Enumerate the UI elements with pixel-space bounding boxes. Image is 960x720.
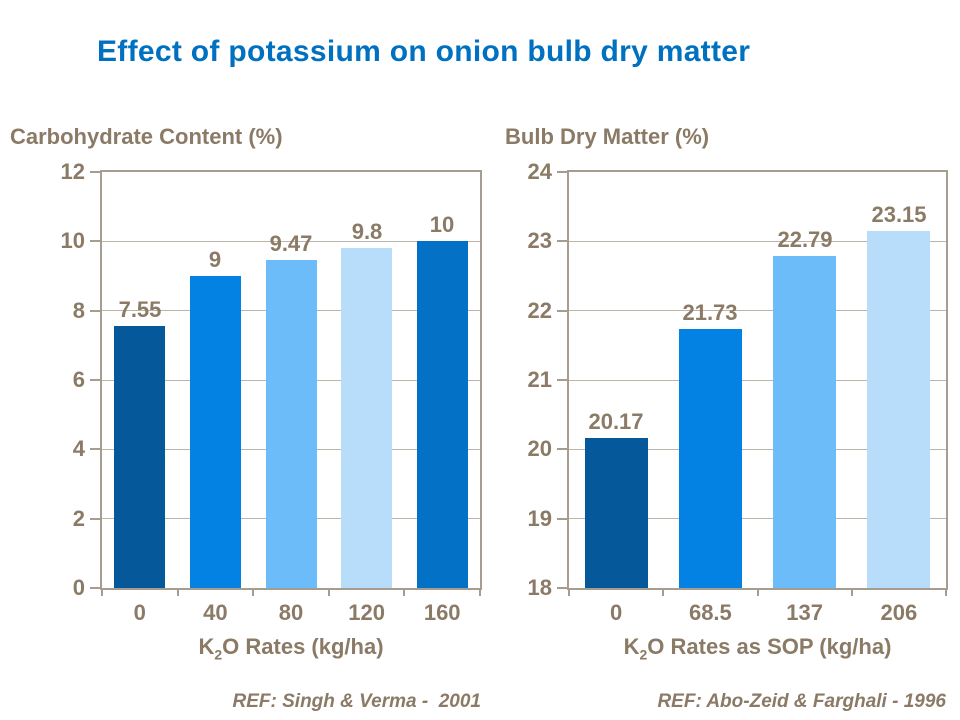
x-axis-tick <box>101 588 103 596</box>
x-axis-tick <box>328 588 330 596</box>
y-tick-label: 24 <box>527 159 552 184</box>
y-axis-tick <box>90 379 100 381</box>
y-tick-label: 21 <box>527 367 552 392</box>
bar-value-label: 21.73 <box>682 300 738 325</box>
x-axis-tick <box>851 588 853 596</box>
x-tick-label: 0 <box>610 600 623 625</box>
y-tick-label: 6 <box>72 367 85 392</box>
y-axis-tick <box>557 587 567 589</box>
y-axis-tick <box>90 240 100 243</box>
x-axis-tick <box>403 588 405 596</box>
chart-bulb-dry-matter: Bulb Dry Matter (%) 18 19 20 21 22 23 24 20.17 0… <box>495 0 948 720</box>
bar <box>679 329 742 588</box>
y-tick-label: 19 <box>527 505 552 531</box>
x-axis-tick <box>945 588 947 596</box>
x-axis-title-text: K <box>198 634 215 659</box>
chart-carbohydrate-content: Carbohydrate Content (%) 0 2 4 6 8 10 12 7.55 0 9… <box>10 124 482 712</box>
bar <box>867 231 930 588</box>
bar <box>341 248 392 588</box>
x-axis-title-text: K <box>623 634 640 659</box>
reference-citation: REF: Abo-Zeid & Farghali - 1996 <box>657 691 946 712</box>
y-tick-label: 0 <box>72 575 85 600</box>
gridline <box>569 240 946 242</box>
x-tick-label: 0 <box>133 600 146 625</box>
y-axis-tick <box>557 171 567 173</box>
chart-heading: Bulb Dry Matter (%) <box>505 124 710 149</box>
x-tick-label: 137 <box>786 600 823 625</box>
gridline <box>569 310 946 312</box>
gridline <box>569 448 946 450</box>
bar-value-label: 20.17 <box>588 409 644 434</box>
bar <box>114 326 165 588</box>
bar <box>585 438 648 588</box>
x-axis-title-subscript: 2 <box>214 646 223 663</box>
x-axis-tick <box>757 588 759 596</box>
x-axis-title-subscript: 2 <box>639 646 648 663</box>
x-tick-label: 120 <box>348 600 385 625</box>
gridline <box>102 240 480 242</box>
y-tick-label: 23 <box>527 228 552 254</box>
y-axis-tick <box>90 309 100 312</box>
x-axis-tick <box>252 588 254 596</box>
y-tick-label: 2 <box>72 505 85 531</box>
bar-value-label: 22.79 <box>777 227 833 252</box>
y-axis-tick <box>90 448 100 451</box>
x-tick-label: 68.5 <box>688 600 732 625</box>
x-tick-label: 40 <box>203 600 228 625</box>
y-tick-label: 12 <box>60 159 85 184</box>
y-axis-tick <box>557 379 567 381</box>
x-axis-title: K2O Rates (kg/ha) <box>100 634 482 663</box>
y-tick-label: 20 <box>527 436 552 462</box>
x-tick-label: 160 <box>423 600 461 625</box>
y-axis-tick <box>90 517 100 520</box>
gridline <box>569 379 946 381</box>
chart-heading: Carbohydrate Content (%) <box>10 124 283 149</box>
bar-value-label: 9.47 <box>269 231 313 256</box>
y-axis-tick <box>557 309 567 312</box>
plot-area: 18 19 20 21 22 23 24 20.17 0 21.73 68.5 22.79 137 23.… <box>528 159 948 625</box>
x-axis-tick <box>177 588 179 596</box>
y-tick-label: 4 <box>72 436 85 462</box>
reference-citation: REF: Singh & Verma - 2001 <box>232 691 481 712</box>
x-axis-title-text: O Rates (kg/ha) <box>222 634 384 659</box>
bar <box>266 260 317 588</box>
x-axis-tick <box>568 588 570 596</box>
x-tick-label: 80 <box>278 600 304 625</box>
x-tick-label: 206 <box>880 600 918 625</box>
y-tick-label: 22 <box>527 297 552 323</box>
bar-value-label: 9.8 <box>351 219 383 244</box>
slide-title: Effect of potassium on onion bulb dry ma… <box>97 35 751 68</box>
bar-value-label: 23.15 <box>871 202 927 227</box>
y-axis-tick <box>557 240 567 243</box>
y-tick-label: 18 <box>527 575 552 600</box>
gridline <box>569 518 946 520</box>
bar-value-label: 10 <box>429 212 455 237</box>
y-axis-tick <box>90 587 100 589</box>
y-axis-tick <box>90 171 100 173</box>
y-axis-tick <box>557 448 567 451</box>
y-tick-label: 8 <box>72 297 85 323</box>
x-axis-tick <box>479 588 481 596</box>
bar-value-label: 9 <box>208 247 222 272</box>
x-axis-title-text: O Rates as SOP (kg/ha) <box>647 634 892 659</box>
y-tick-label: 10 <box>60 228 85 254</box>
y-axis-tick <box>557 517 567 520</box>
x-axis-title: K2O Rates as SOP (kg/ha) <box>567 634 948 663</box>
bar-value-label: 7.55 <box>118 297 162 322</box>
bar <box>773 256 836 588</box>
x-axis-tick <box>662 588 664 596</box>
bar <box>190 276 241 588</box>
bar <box>417 241 468 588</box>
plot-area: 0 2 4 6 8 10 12 7.55 0 9 40 9.47 80 9.8 120 10 160 <box>61 159 482 625</box>
